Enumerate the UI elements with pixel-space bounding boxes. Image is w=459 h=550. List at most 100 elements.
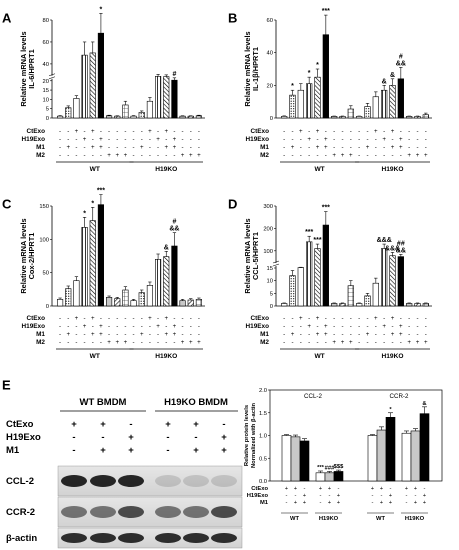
condition-sign: +	[316, 128, 320, 135]
condition-label: H19Exo	[246, 323, 270, 330]
bar	[195, 299, 202, 307]
condition-sign: +	[294, 486, 298, 492]
condition-sign: -	[67, 152, 69, 159]
condition-sign: +	[382, 136, 386, 143]
condition-sign: +	[285, 486, 289, 492]
condition-sign: -	[416, 331, 418, 338]
condition-sign: +	[316, 144, 320, 151]
blot-condition-sign: +	[128, 445, 134, 456]
condition-sign: -	[198, 144, 200, 151]
bar	[289, 275, 296, 307]
condition-sign: -	[325, 339, 327, 346]
condition-sign: -	[333, 144, 335, 151]
bar	[306, 83, 313, 119]
blot-band	[90, 506, 116, 518]
condition-sign: -	[333, 128, 335, 135]
condition-sign: -	[165, 339, 167, 346]
panel-letter: A	[2, 11, 12, 26]
condition-sign: -	[350, 128, 352, 135]
condition-sign: +	[164, 331, 168, 338]
blot-band	[61, 475, 87, 487]
significance-mark: &&	[169, 226, 179, 233]
bar	[347, 285, 354, 307]
condition-label: CtExo	[27, 315, 46, 322]
condition-sign: -	[283, 144, 285, 151]
condition-sign: -	[341, 323, 343, 330]
bar	[138, 292, 145, 307]
condition-sign: +	[349, 339, 353, 346]
condition-sign: -	[375, 152, 377, 159]
condition-sign: +	[173, 136, 177, 143]
bar	[171, 79, 178, 119]
group-label: WT	[314, 353, 324, 360]
condition-sign: -	[173, 339, 175, 346]
condition-sign: +	[66, 144, 70, 151]
condition-sign: -	[100, 315, 102, 322]
panel-C: C Relative mRNA levels Cox-2/HPRT1 0 50 100 15…	[2, 188, 205, 360]
bar	[114, 298, 121, 307]
condition-sign: -	[308, 331, 310, 338]
bar	[97, 204, 104, 307]
condition-sign: +	[424, 339, 428, 346]
condition-sign: -	[59, 136, 61, 143]
blot-membrane	[57, 465, 243, 497]
condition-sign: -	[92, 323, 94, 330]
condition-sign: +	[349, 152, 353, 159]
significance-mark: ***	[313, 237, 321, 244]
condition-sign: -	[316, 339, 318, 346]
condition-sign: -	[173, 152, 175, 159]
condition-sign: -	[308, 315, 310, 322]
condition-sign: -	[149, 339, 151, 346]
condition-sign: -	[341, 136, 343, 143]
condition-sign: +	[391, 128, 395, 135]
y-tick-label: 15	[43, 88, 49, 94]
condition-sign: +	[124, 152, 128, 159]
condition-sign: -	[198, 331, 200, 338]
blot-band	[183, 506, 209, 518]
condition-sign: -	[67, 323, 69, 330]
condition-sign: -	[124, 128, 126, 135]
bar	[385, 416, 396, 482]
condition-sign: -	[141, 339, 143, 346]
bar	[106, 297, 113, 307]
y-tick-label: 5	[46, 107, 49, 113]
condition-sign: -	[157, 144, 159, 151]
condition-sign: -	[108, 323, 110, 330]
blot-band	[61, 533, 87, 543]
condition-sign: -	[425, 331, 427, 338]
condition-sign: +	[148, 128, 152, 135]
condition-sign: -	[141, 128, 143, 135]
condition-sign: -	[300, 331, 302, 338]
blot-condition-label: CtExo	[6, 419, 34, 430]
condition-sign: -	[366, 152, 368, 159]
bar	[65, 288, 72, 307]
blot-band	[118, 475, 144, 487]
group-label: H19KO	[155, 353, 177, 360]
condition-sign: -	[383, 128, 385, 135]
condition-sign: -	[59, 323, 61, 330]
condition-sign: -	[425, 136, 427, 143]
condition-sign: +	[303, 493, 307, 499]
condition-sign: +	[164, 144, 168, 151]
condition-sign: +	[83, 136, 87, 143]
y-axis-label: IL-1β/HPRT1	[251, 47, 260, 91]
axis-break-gap	[273, 263, 279, 266]
condition-sign: -	[124, 136, 126, 143]
bar	[179, 300, 186, 307]
condition-sign: -	[291, 152, 293, 159]
condition-sign: -	[75, 323, 77, 330]
bar	[179, 115, 186, 119]
significance-mark: *	[316, 62, 319, 69]
panel-letter: C	[2, 197, 12, 212]
group-title: CCL-2	[304, 393, 322, 400]
bar	[81, 54, 88, 119]
y-tick-label: 300	[263, 204, 273, 210]
condition-sign: -	[366, 339, 368, 346]
condition-sign: -	[190, 136, 192, 143]
condition-sign: -	[149, 152, 151, 159]
condition-sign: -	[300, 144, 302, 151]
condition-sign: +	[189, 152, 193, 159]
condition-sign: -	[358, 152, 360, 159]
condition-sign: +	[399, 323, 403, 330]
